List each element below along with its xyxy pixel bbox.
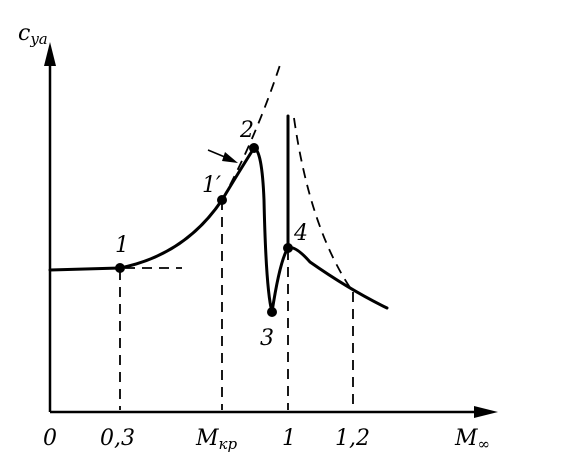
- point-label: 1′: [202, 173, 221, 198]
- tick-label: 1: [282, 426, 296, 451]
- curve: [48, 146, 389, 314]
- point-label: 4: [293, 221, 308, 246]
- tick-label: 0: [43, 426, 57, 451]
- point: [283, 243, 293, 253]
- point-label: 3: [260, 326, 274, 351]
- tick-label: 1,2: [335, 426, 370, 451]
- y-label: cya: [18, 21, 48, 48]
- point: [267, 307, 277, 317]
- point: [249, 143, 259, 153]
- point: [217, 195, 227, 205]
- x-label: M∞: [454, 426, 490, 453]
- x-arrow: [474, 406, 498, 418]
- tick-label: Mкр: [195, 426, 237, 453]
- pointer-head: [222, 152, 238, 163]
- tick-label: 0,3: [100, 426, 135, 451]
- subsonic-extension: [221, 64, 281, 201]
- point-label: 2: [239, 118, 254, 143]
- y-arrow: [44, 42, 56, 66]
- point-label: 1: [115, 233, 129, 258]
- supersonic-curve: [293, 117, 354, 293]
- point: [115, 263, 125, 273]
